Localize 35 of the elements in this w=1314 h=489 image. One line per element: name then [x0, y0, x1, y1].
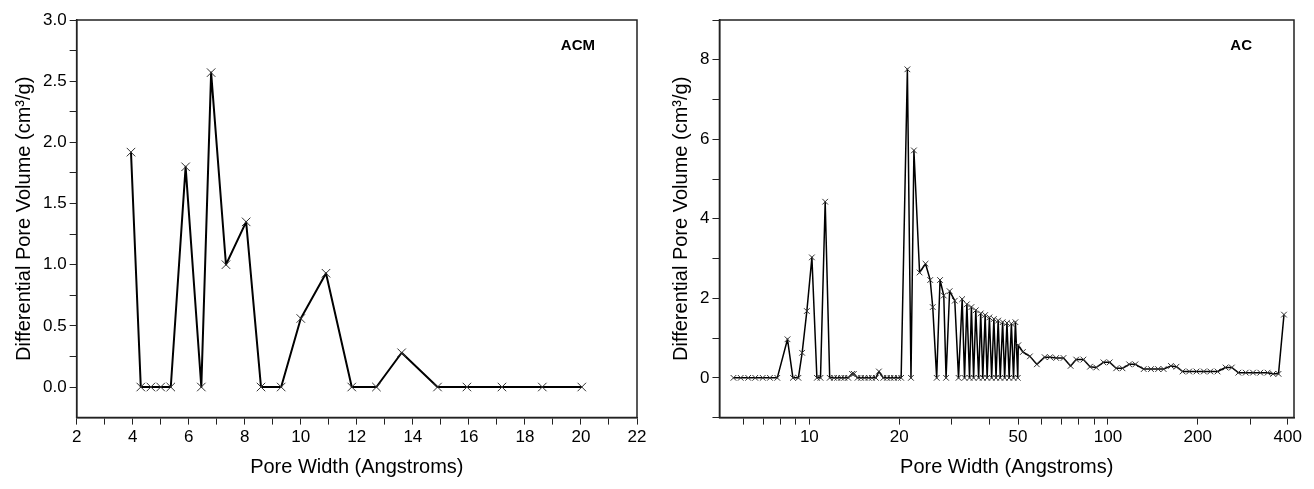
y-tick-label: 0.0: [42, 376, 67, 396]
y-tick-label: 1.5: [42, 193, 67, 213]
x-tick-label: 20: [571, 427, 591, 447]
x-tick-label: 16: [459, 427, 479, 447]
x-axis-title: Pore Width (Angstroms): [250, 454, 464, 477]
x-tick-label: 14: [403, 427, 423, 447]
x-tick-label: 2: [71, 427, 82, 447]
y-tick-label: 8: [699, 49, 710, 69]
y-tick-label: 2.0: [42, 132, 67, 152]
annotation: ACM: [560, 35, 595, 53]
y-tick-label: 2.5: [42, 70, 67, 90]
x-tick-label: 200: [1183, 427, 1212, 447]
y-tick-label: 1.0: [42, 254, 67, 274]
y-axis-title: Differential Pore Volume (cm³/g): [11, 76, 34, 361]
x-tick-label: 100: [1093, 427, 1123, 447]
x-axis-title: Pore Width (Angstroms): [900, 454, 1114, 477]
x-tick-label: 10: [799, 427, 819, 447]
annotation: AC: [1230, 35, 1253, 53]
x-tick-label: 400: [1273, 427, 1302, 447]
x-tick-label: 20: [889, 427, 909, 447]
y-tick-label: 0: [699, 367, 710, 387]
x-tick-label: 50: [1008, 427, 1028, 447]
y-tick-label: 6: [699, 128, 710, 148]
x-tick-label: 10: [291, 427, 311, 447]
y-axis-title: Differential Pore Volume (cm³/g): [668, 76, 691, 361]
x-tick-label: 22: [627, 427, 647, 447]
x-tick-label: 4: [127, 427, 138, 447]
y-tick-label: 4: [699, 208, 710, 228]
y-tick-label: 2: [699, 288, 710, 308]
x-tick-label: 12: [347, 427, 367, 447]
y-tick-label: 3.0: [42, 9, 67, 29]
x-tick-label: 8: [240, 427, 250, 447]
y-tick-label: 0.5: [42, 315, 67, 335]
x-tick-label: 18: [515, 427, 535, 447]
x-tick-label: 6: [183, 427, 194, 447]
